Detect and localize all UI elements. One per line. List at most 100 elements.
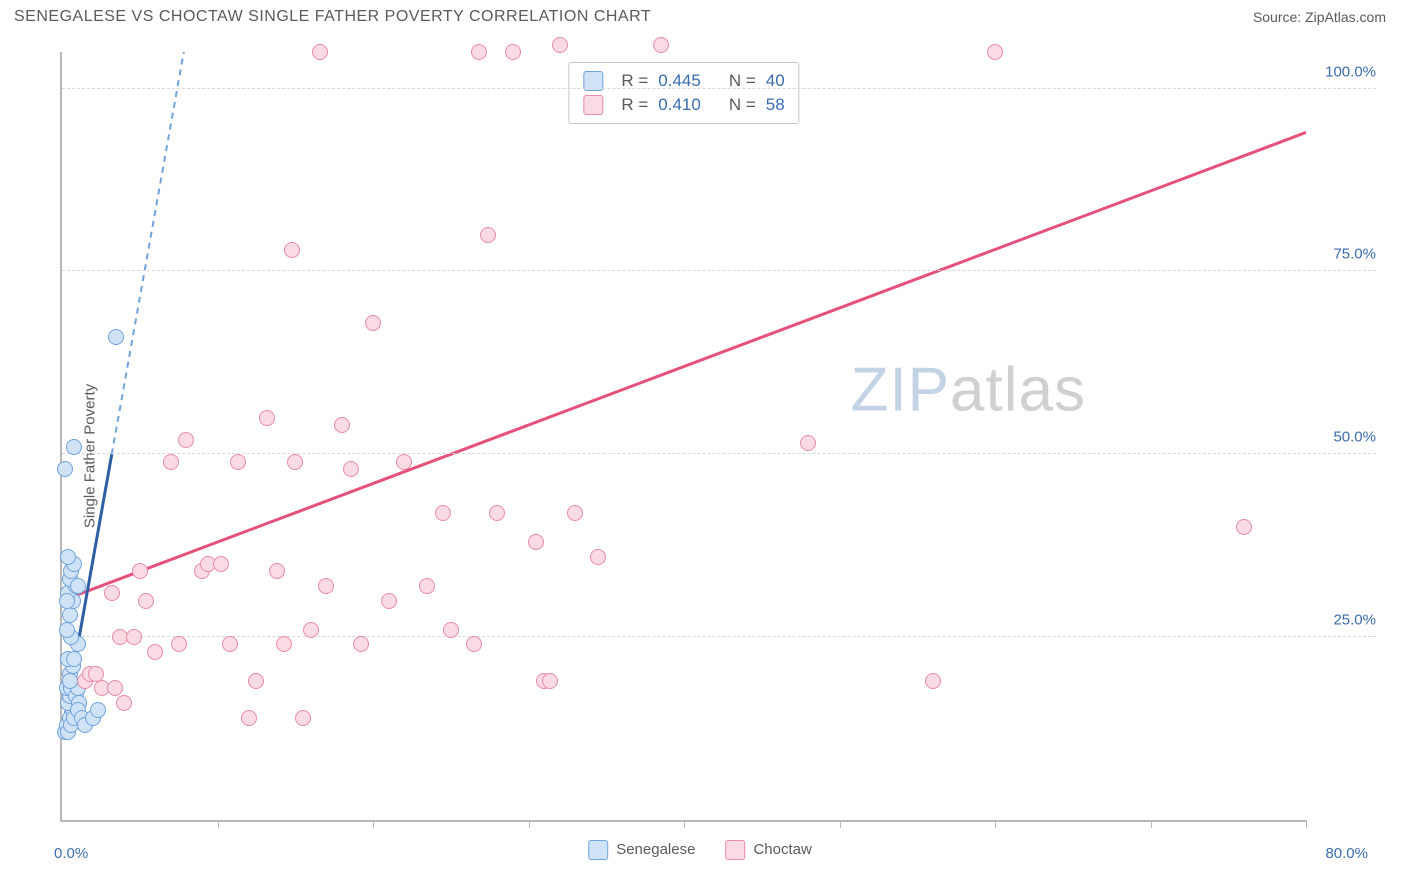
- legend-item-senegalese: Senegalese: [588, 840, 695, 860]
- scatter-point: [528, 534, 544, 550]
- scatter-point: [132, 563, 148, 579]
- legend-label: Choctaw: [753, 841, 811, 858]
- x-tick: [529, 820, 530, 828]
- scatter-point: [108, 329, 124, 345]
- scatter-point: [295, 710, 311, 726]
- scatter-point: [60, 549, 76, 565]
- n-value: 58: [766, 95, 785, 115]
- scatter-point: [542, 673, 558, 689]
- scatter-point: [552, 37, 568, 53]
- y-tick-label: 50.0%: [1316, 429, 1376, 446]
- source-label: Source: ZipAtlas.com: [1253, 9, 1386, 25]
- x-tick: [218, 820, 219, 828]
- scatter-point: [62, 673, 78, 689]
- scatter-point: [925, 673, 941, 689]
- scatter-point: [353, 636, 369, 652]
- scatter-point: [505, 44, 521, 60]
- scatter-point: [590, 549, 606, 565]
- scatter-point: [90, 702, 106, 718]
- gridline: [62, 636, 1376, 637]
- scatter-point: [116, 695, 132, 711]
- gridline: [62, 88, 1376, 89]
- gridline: [62, 453, 1376, 454]
- x-tick: [1151, 820, 1152, 828]
- source-link[interactable]: ZipAtlas.com: [1305, 9, 1386, 25]
- scatter-point: [230, 454, 246, 470]
- scatter-point: [466, 636, 482, 652]
- legend-swatch-choctaw: [583, 95, 603, 115]
- x-tick: [373, 820, 374, 828]
- scatter-point: [318, 578, 334, 594]
- trend-line: [62, 132, 1306, 600]
- r-label: R =: [621, 95, 648, 115]
- scatter-point: [435, 505, 451, 521]
- scatter-point: [104, 585, 120, 601]
- x-tick: [684, 820, 685, 828]
- scatter-point: [269, 563, 285, 579]
- scatter-point: [147, 644, 163, 660]
- scatter-point: [443, 622, 459, 638]
- x-origin-label: 0.0%: [54, 845, 88, 862]
- scatter-point: [163, 454, 179, 470]
- scatter-point: [59, 593, 75, 609]
- scatter-point: [480, 227, 496, 243]
- trend-lines: [62, 52, 1306, 820]
- trend-line: [112, 52, 187, 454]
- scatter-point: [259, 410, 275, 426]
- stats-legend: R = 0.445 N = 40 R = 0.410 N = 58: [568, 62, 799, 124]
- scatter-point: [171, 636, 187, 652]
- y-tick-label: 25.0%: [1316, 612, 1376, 629]
- scatter-point: [57, 461, 73, 477]
- scatter-point: [419, 578, 435, 594]
- scatter-point: [287, 454, 303, 470]
- scatter-point: [653, 37, 669, 53]
- scatter-point: [334, 417, 350, 433]
- scatter-point: [987, 44, 1003, 60]
- y-tick-label: 100.0%: [1316, 63, 1376, 80]
- scatter-point: [276, 636, 292, 652]
- watermark-atlas: atlas: [950, 355, 1086, 424]
- legend-swatch-choctaw: [725, 840, 745, 860]
- bottom-legend: Senegalese Choctaw: [588, 840, 812, 860]
- scatter-point: [365, 315, 381, 331]
- scatter-point: [66, 439, 82, 455]
- scatter-point: [312, 44, 328, 60]
- watermark: ZIPatlas: [851, 354, 1086, 425]
- scatter-point: [107, 680, 123, 696]
- scatter-point: [1236, 519, 1252, 535]
- legend-swatch-senegalese: [588, 840, 608, 860]
- n-label: N =: [729, 95, 756, 115]
- plot-area: ZIPatlas R = 0.445 N = 40 R = 0.410 N = …: [60, 52, 1306, 822]
- scatter-point: [396, 454, 412, 470]
- stats-row: R = 0.410 N = 58: [583, 93, 784, 117]
- chart-title: SENEGALESE VS CHOCTAW SINGLE FATHER POVE…: [14, 8, 651, 26]
- scatter-point: [284, 242, 300, 258]
- stats-row: R = 0.445 N = 40: [583, 69, 784, 93]
- scatter-point: [62, 607, 78, 623]
- chart-container: Single Father Poverty ZIPatlas R = 0.445…: [14, 40, 1386, 872]
- gridline: [62, 270, 1376, 271]
- scatter-point: [59, 622, 75, 638]
- x-tick: [840, 820, 841, 828]
- scatter-point: [222, 636, 238, 652]
- watermark-zip: ZIP: [851, 355, 950, 424]
- scatter-point: [241, 710, 257, 726]
- y-tick-label: 75.0%: [1316, 246, 1376, 263]
- scatter-point: [88, 666, 104, 682]
- scatter-point: [471, 44, 487, 60]
- x-end-label: 80.0%: [1325, 845, 1368, 862]
- scatter-point: [248, 673, 264, 689]
- legend-item-choctaw: Choctaw: [725, 840, 811, 860]
- scatter-point: [70, 578, 86, 594]
- scatter-point: [800, 435, 816, 451]
- legend-label: Senegalese: [616, 841, 695, 858]
- scatter-point: [567, 505, 583, 521]
- scatter-point: [66, 651, 82, 667]
- x-tick: [1306, 820, 1307, 828]
- scatter-point: [138, 593, 154, 609]
- r-value: 0.410: [658, 95, 701, 115]
- source-prefix: Source:: [1253, 9, 1305, 25]
- scatter-point: [213, 556, 229, 572]
- scatter-point: [178, 432, 194, 448]
- scatter-point: [381, 593, 397, 609]
